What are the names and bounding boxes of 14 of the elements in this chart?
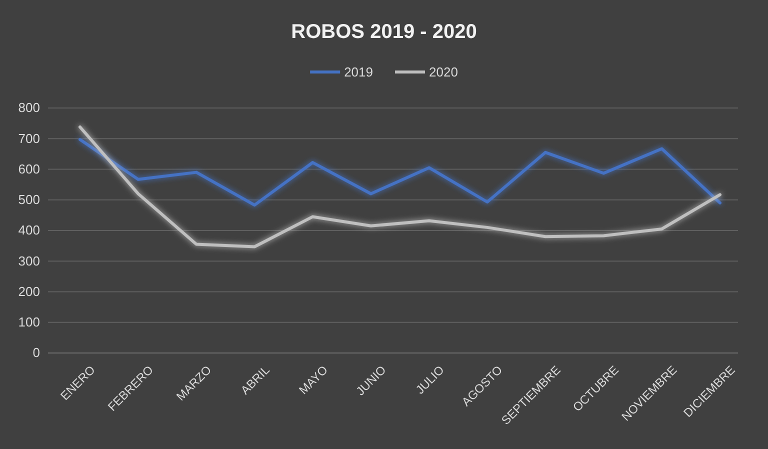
y-tick-label: 800 (18, 100, 40, 116)
y-tick-label: 500 (18, 192, 40, 208)
y-tick-label: 700 (18, 130, 40, 146)
line-series (78, 125, 722, 248)
y-tick-label: 0 (32, 345, 40, 360)
y-tick-label: 400 (18, 222, 40, 238)
y-tick-label: 600 (18, 161, 40, 176)
y-tick-label: 300 (18, 253, 40, 268)
y-tick-label: 100 (18, 314, 40, 330)
legend-label: 2020 (429, 64, 458, 80)
chart-title: ROBOS 2019 - 2020 (291, 21, 477, 43)
line-series (78, 138, 722, 207)
y-tick-label: 200 (18, 284, 40, 299)
legend-label: 2019 (344, 64, 373, 80)
